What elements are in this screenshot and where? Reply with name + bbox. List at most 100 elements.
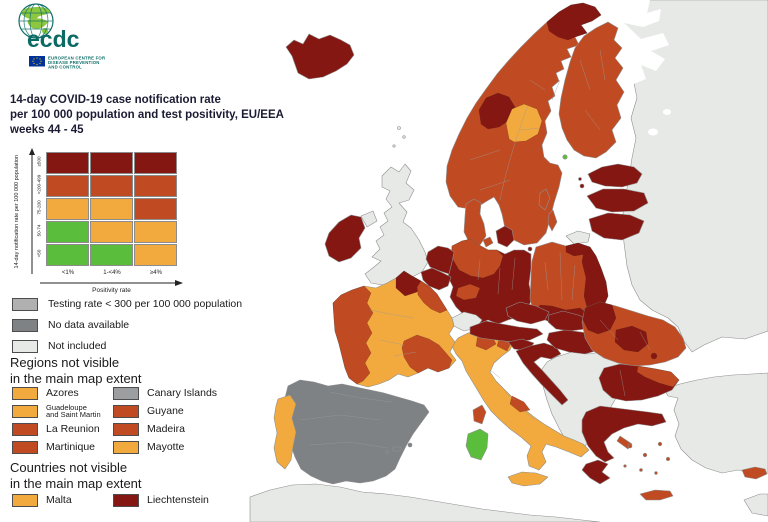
region-aland [562, 154, 568, 160]
region-label: Azores [46, 387, 79, 399]
region-corsica [472, 404, 487, 425]
region-germany-north [451, 238, 504, 279]
region-italy [451, 329, 590, 471]
not-included-label: Not included [48, 340, 107, 352]
matrix-row-label: 75-200 [36, 200, 42, 215]
region-label: Guyane [147, 405, 184, 417]
matrix-grid [46, 152, 177, 266]
bucharest-dot [650, 352, 658, 360]
matrix-cell-r3-c1 [90, 221, 133, 243]
matrix-cell-r1-c1 [90, 175, 133, 197]
region-label: Guadeloupe and Saint Martin [46, 402, 101, 419]
matrix-row-label: 50-74 [36, 224, 42, 237]
matrix-cell-r4-c2 [134, 244, 177, 266]
aegean-island [627, 443, 633, 449]
matrix-col-label: 1-<4% [103, 270, 121, 276]
shetland-island [392, 144, 396, 148]
region-item-canary-islands: Canary Islands [113, 384, 217, 402]
region-swatch [12, 386, 38, 400]
saaremaa-island [579, 183, 585, 189]
matrix-cell-r0-c2 [134, 152, 177, 174]
regions-list: Azores Canary Islands Guadeloupe and Saint … [12, 384, 217, 456]
region-northern-ireland [360, 210, 378, 228]
region-item-la-reunion: La Reunion [12, 420, 113, 438]
ibiza-island [385, 450, 389, 454]
legend-no-data: No data available [12, 318, 129, 332]
map-title: 14-day COVID-19 case notification rate p… [10, 93, 284, 138]
countries-heading-line-1: Countries not visible [10, 460, 128, 475]
regions-heading: Regions not visible in the main map exte… [10, 355, 142, 387]
region-item-guyane: Guyane [113, 402, 217, 420]
testing-rate-label: Testing rate < 300 per 100 000 populatio… [48, 298, 243, 310]
region-lithuania [588, 212, 645, 241]
matrix-cell-r0-c1 [90, 152, 133, 174]
region-peloponnese [581, 459, 611, 485]
matrix-col-label: <1% [61, 270, 75, 276]
region-transylvania-center [614, 325, 649, 353]
matrix-cell-r3-c0 [46, 221, 89, 243]
ecdc-wordmark: ecdc [27, 26, 80, 52]
matrix-y-axis-label: 14-day notification rate per 100 000 pop… [14, 155, 20, 269]
region-gotland [538, 188, 551, 211]
no-data-label: No data available [48, 319, 130, 331]
region-label: Canary Islands [147, 387, 218, 399]
eu-flag-icon [29, 56, 45, 67]
matrix-cell-r2-c2 [134, 198, 177, 220]
region-finland [558, 21, 625, 159]
regions-heading-line-1: Regions not visible [10, 355, 120, 370]
countries-heading-line-2: in the main map extent [10, 476, 142, 491]
region-france-west [332, 285, 374, 385]
country-label: Liechtenstein [147, 494, 209, 506]
legend-not-included: Not included [12, 339, 106, 353]
matrix-row-label: >200-499 [36, 174, 42, 195]
region-grand-est [416, 280, 448, 314]
testing-rate-swatch [12, 297, 38, 311]
no-data-swatch [12, 318, 38, 332]
not-included-swatch [12, 339, 38, 353]
region-netherlands [425, 245, 455, 275]
country-item-liechtenstein: Liechtenstein [113, 491, 209, 509]
region-swatch [12, 404, 38, 418]
menorca-island [407, 442, 413, 448]
ecdc-logo: ecdc EUROPEAN CENTRE FOR DISEASE PREVENT… [18, 3, 106, 70]
region-sardinia [465, 428, 489, 461]
x-axis-arrow [40, 280, 183, 286]
region-norway-north [546, 2, 602, 41]
lake-ladoga [648, 128, 658, 136]
mallorca-island [391, 446, 403, 452]
region-sicily [507, 471, 549, 487]
title-line-1: 14-day COVID-19 case notification rate [10, 94, 221, 106]
region-item-martinique: Martinique [12, 438, 113, 456]
hiiumaa-island [578, 177, 582, 181]
shetland-island [402, 135, 406, 139]
region-item-azores: Azores [12, 384, 113, 402]
region-item-mayotte: Mayotte [113, 438, 217, 456]
matrix-x-axis-label: Positivity rate [92, 287, 131, 294]
matrix-col-label: ≥4% [150, 270, 162, 276]
region-turkey [663, 372, 768, 475]
title-line-3: weeks 44 - 45 [10, 124, 84, 136]
region-rhineland [455, 283, 481, 301]
region-united-kingdom [364, 163, 429, 286]
legend-matrix: 14-day notification rate per 100 000 pop… [8, 146, 204, 296]
region-latvia [586, 188, 649, 213]
matrix-cell-r1-c0 [46, 175, 89, 197]
matrix-cell-r3-c2 [134, 221, 177, 243]
region-kaliningrad [565, 230, 591, 245]
matrix-cell-r4-c0 [46, 244, 89, 266]
logo-org-line-1: EUROPEAN CENTRE FOR [48, 56, 106, 61]
matrix-row-label: ≥500 [36, 156, 42, 167]
region-levant-coast [743, 493, 768, 517]
region-swatch [113, 422, 139, 436]
region-estonia [587, 163, 643, 188]
region-label: Martinique [46, 441, 96, 453]
matrix-cell-r2-c1 [90, 198, 133, 220]
countries-heading: Countries not visible in the main map ex… [10, 460, 142, 492]
region-swatch [12, 422, 38, 436]
region-north-africa [249, 483, 601, 522]
region-swatch [113, 386, 139, 400]
region-bulgaria-ne [636, 365, 680, 388]
region-label: Madeira [147, 423, 185, 435]
